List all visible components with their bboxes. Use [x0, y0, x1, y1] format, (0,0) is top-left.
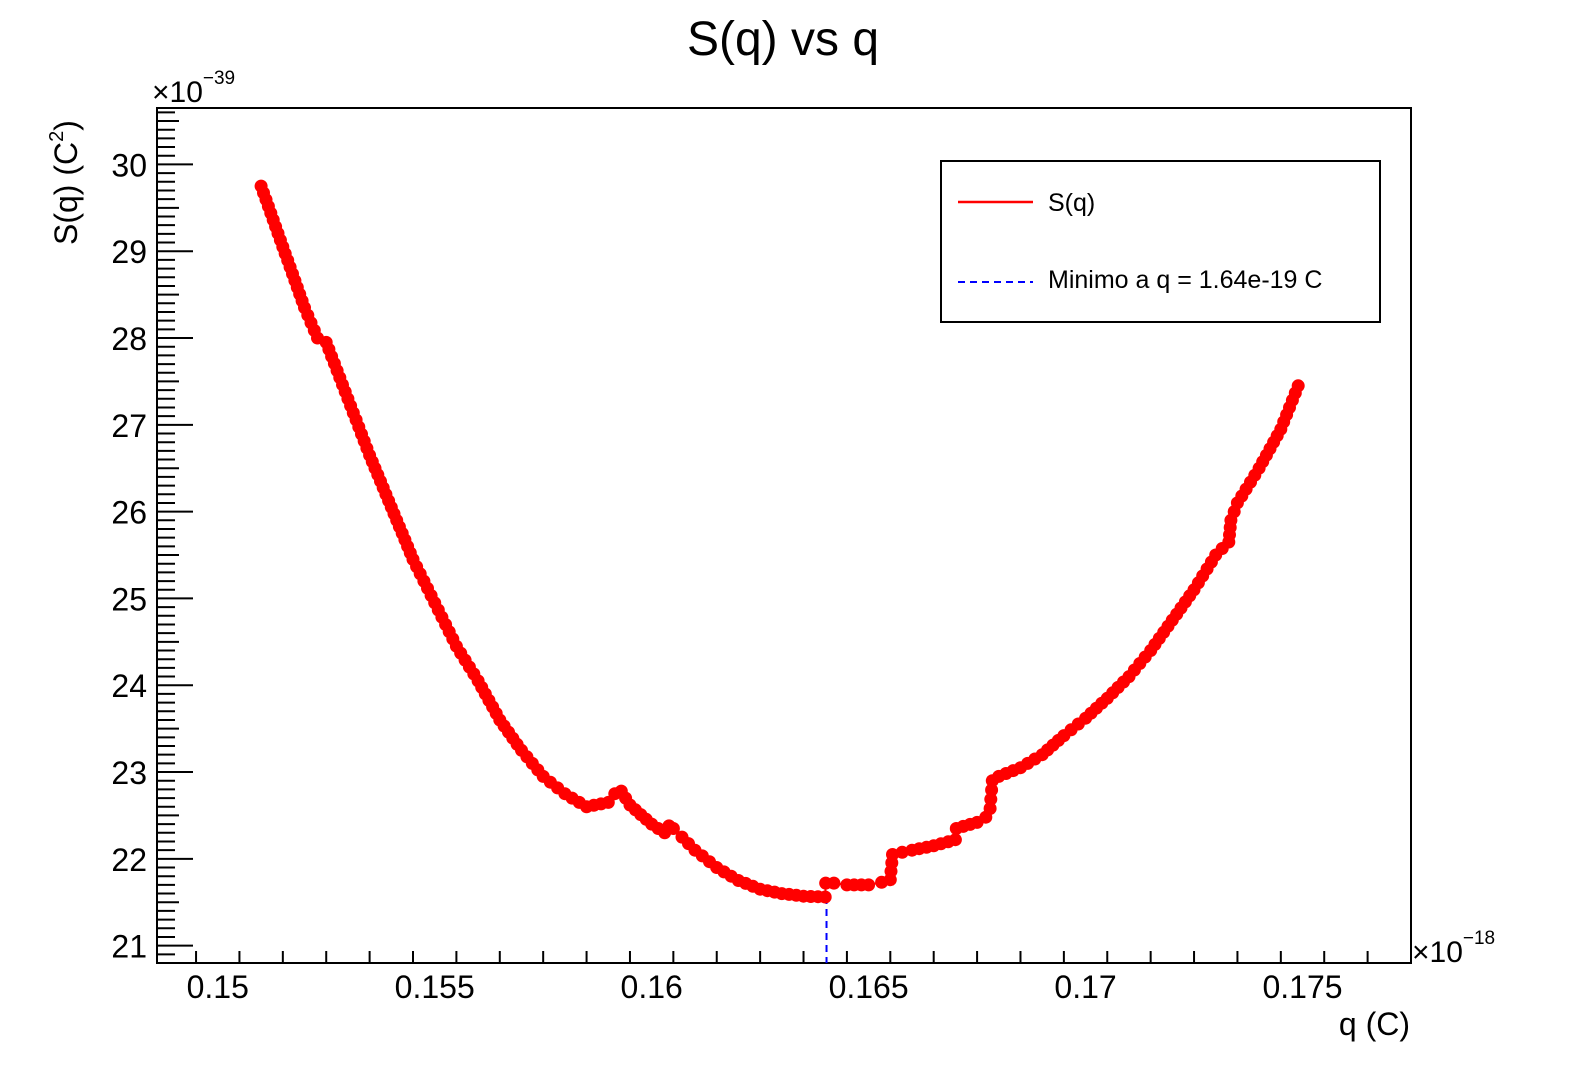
y-tick-labels: 21 22 23 24 25 26 27 28 29 30 [111, 147, 147, 964]
data-point [862, 878, 876, 892]
x-tick-label: 0.16 [621, 969, 683, 1005]
data-point [827, 876, 841, 890]
y-axis-label: S(q) (C2) [46, 120, 84, 245]
y-tick-label: 28 [111, 321, 147, 357]
legend-box [940, 160, 1381, 323]
series-points-s-q [254, 179, 1305, 904]
data-point [983, 802, 997, 815]
data-point [948, 833, 962, 847]
y-tick-label: 22 [111, 842, 147, 878]
y-tick-label: 27 [111, 408, 147, 444]
x-tick-label: 0.165 [829, 969, 909, 1005]
x-tick-labels: 0.15 0.155 0.16 0.165 0.17 0.175 [187, 969, 1343, 1005]
x-tick-label: 0.15 [187, 969, 249, 1005]
data-point [985, 783, 999, 797]
x-tick-label: 0.175 [1262, 969, 1342, 1005]
x-tick-label: 0.17 [1054, 969, 1116, 1005]
legend-label-minimum: Minimo a q = 1.64e-19 C [1048, 266, 1322, 294]
y-tick-label: 25 [111, 581, 147, 617]
x-axis-label: q (C) [1339, 1006, 1410, 1042]
chart-title: S(q) vs q [687, 13, 879, 66]
y-tick-label: 29 [111, 234, 147, 270]
legend: S(q) Minimo a q = 1.64e-19 C [940, 160, 1381, 323]
y-axis-multiplier: ×10−39 [152, 68, 235, 109]
y-axis-ticks [157, 111, 193, 964]
y-tick-label: 21 [111, 929, 147, 965]
x-tick-label: 0.155 [395, 969, 475, 1005]
plot-frame [156, 107, 1412, 964]
data-point [666, 822, 680, 835]
legend-label-series: S(q) [1048, 189, 1095, 217]
x-axis-multiplier: ×10−18 [1412, 928, 1495, 969]
y-tick-label: 26 [111, 495, 147, 531]
data-point [895, 845, 909, 859]
data-point [1291, 379, 1305, 393]
y-tick-label: 24 [111, 668, 147, 704]
data-point [886, 848, 899, 861]
data-point [818, 890, 832, 904]
x-axis-ticks [195, 951, 1412, 963]
y-tick-label: 30 [111, 147, 147, 183]
y-tick-label: 23 [111, 755, 147, 791]
